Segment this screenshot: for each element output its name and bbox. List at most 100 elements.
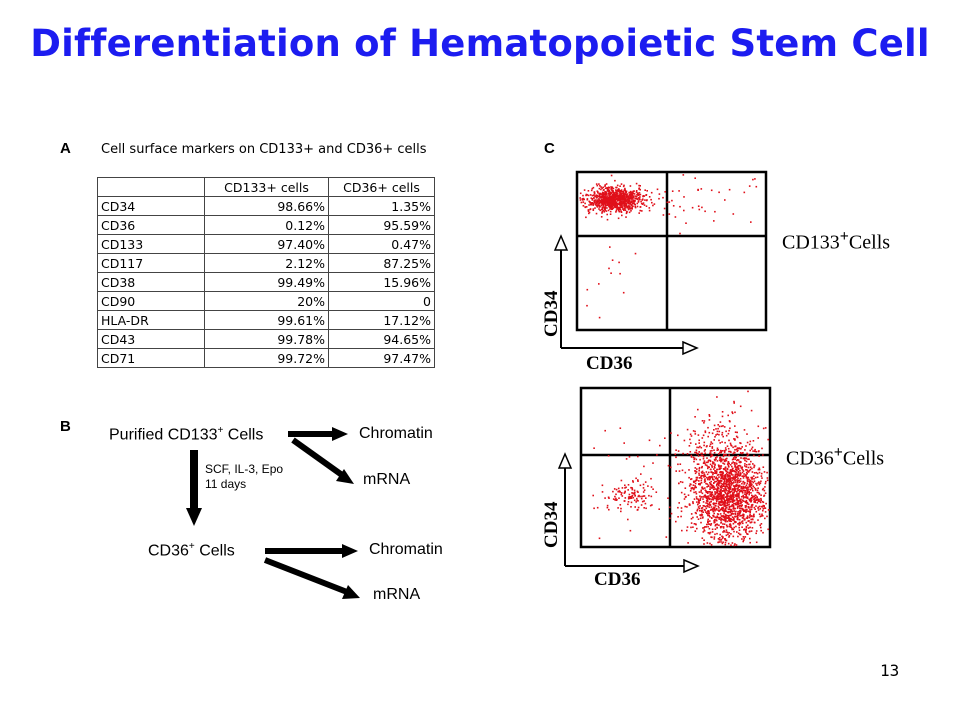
event-dot [759, 524, 761, 527]
event-dot [621, 487, 624, 489]
event-dot [750, 506, 752, 508]
event-dot [734, 489, 736, 491]
event-dot [732, 492, 734, 494]
event-dot [720, 477, 722, 480]
event-dot [720, 484, 723, 487]
event-dot [632, 205, 634, 208]
event-dot [709, 452, 711, 455]
event-dot [614, 499, 616, 501]
event-dot [714, 516, 717, 519]
event-dot [712, 509, 714, 511]
event-dot [693, 457, 696, 459]
event-dot [603, 211, 606, 213]
event-dot [697, 452, 699, 455]
event-dot [730, 544, 732, 546]
event-dot [734, 503, 737, 506]
event-dot [605, 202, 608, 204]
event-dot [611, 190, 614, 193]
event-dot [745, 495, 747, 498]
event-dot [738, 524, 741, 526]
event-dot [729, 487, 731, 489]
marker-cell: CD43 [97, 329, 205, 349]
event-dot [697, 189, 699, 191]
event-dot [740, 442, 742, 445]
event-dot [750, 518, 752, 521]
event-dot [712, 502, 714, 505]
event-dot [697, 463, 700, 465]
event-dot [730, 473, 732, 475]
event-dot [744, 493, 746, 495]
event-dot [741, 487, 743, 490]
event-dot [732, 493, 735, 495]
event-dot [728, 534, 731, 537]
event-dot [719, 489, 722, 491]
event-dot [734, 470, 737, 473]
event-dot [627, 497, 630, 500]
end-cells-label: CD36+ Cells [148, 541, 235, 560]
event-dot [701, 507, 704, 509]
event-dot [683, 498, 686, 500]
event-dot [713, 476, 715, 478]
event-dot [692, 456, 695, 459]
event-dot [739, 480, 742, 482]
event-dot [645, 194, 648, 196]
event-dot [731, 477, 733, 479]
event-dot [703, 476, 705, 478]
event-dot [724, 513, 727, 516]
event-dot [721, 497, 724, 500]
event-dot [721, 515, 723, 517]
event-dot [702, 511, 704, 513]
event-dot [599, 192, 601, 195]
event-dot [637, 506, 640, 509]
event-dot [766, 479, 769, 482]
event-dot [701, 474, 704, 477]
event-dot [724, 491, 726, 493]
event-dot [700, 507, 703, 509]
event-dot [593, 200, 596, 203]
event-dot [724, 505, 726, 507]
event-dot [718, 524, 720, 526]
event-dot [662, 196, 664, 199]
event-dot [758, 471, 761, 474]
event-dot [735, 516, 737, 518]
event-dot [728, 505, 731, 508]
event-dot [743, 510, 745, 513]
event-dot [729, 488, 732, 490]
event-dot [736, 459, 739, 461]
event-dot [739, 500, 741, 502]
event-dot [709, 488, 711, 491]
event-dot [713, 482, 715, 484]
arrow-to-mrna-1 [291, 437, 344, 478]
event-dot [702, 434, 705, 437]
event-dot [754, 497, 757, 499]
event-dot [751, 480, 753, 483]
event-dot [585, 193, 588, 196]
event-dot [733, 402, 735, 404]
event-dot [747, 487, 750, 489]
event-dot [674, 453, 677, 455]
event-dot [767, 528, 769, 531]
event-dot [725, 470, 728, 473]
event-dot [724, 477, 726, 479]
event-dot [736, 490, 738, 493]
event-dot [629, 205, 631, 208]
event-dot [747, 390, 749, 393]
event-dot [753, 486, 756, 489]
event-dot [703, 539, 705, 541]
event-dot [725, 454, 728, 456]
event-dot [733, 496, 735, 498]
event-dot [731, 542, 734, 544]
event-dot [739, 405, 742, 408]
event-dot [743, 457, 746, 459]
event-dot [710, 454, 713, 456]
event-dot [724, 483, 726, 485]
event-dot [715, 502, 717, 505]
event-dot [709, 445, 711, 447]
event-dot [603, 207, 606, 210]
event-dot [737, 473, 739, 476]
event-dot [753, 472, 756, 474]
event-dot [700, 491, 702, 493]
event-dot [713, 458, 716, 461]
event-dot [741, 507, 743, 510]
arrow-head-mrna-1 [336, 469, 354, 484]
